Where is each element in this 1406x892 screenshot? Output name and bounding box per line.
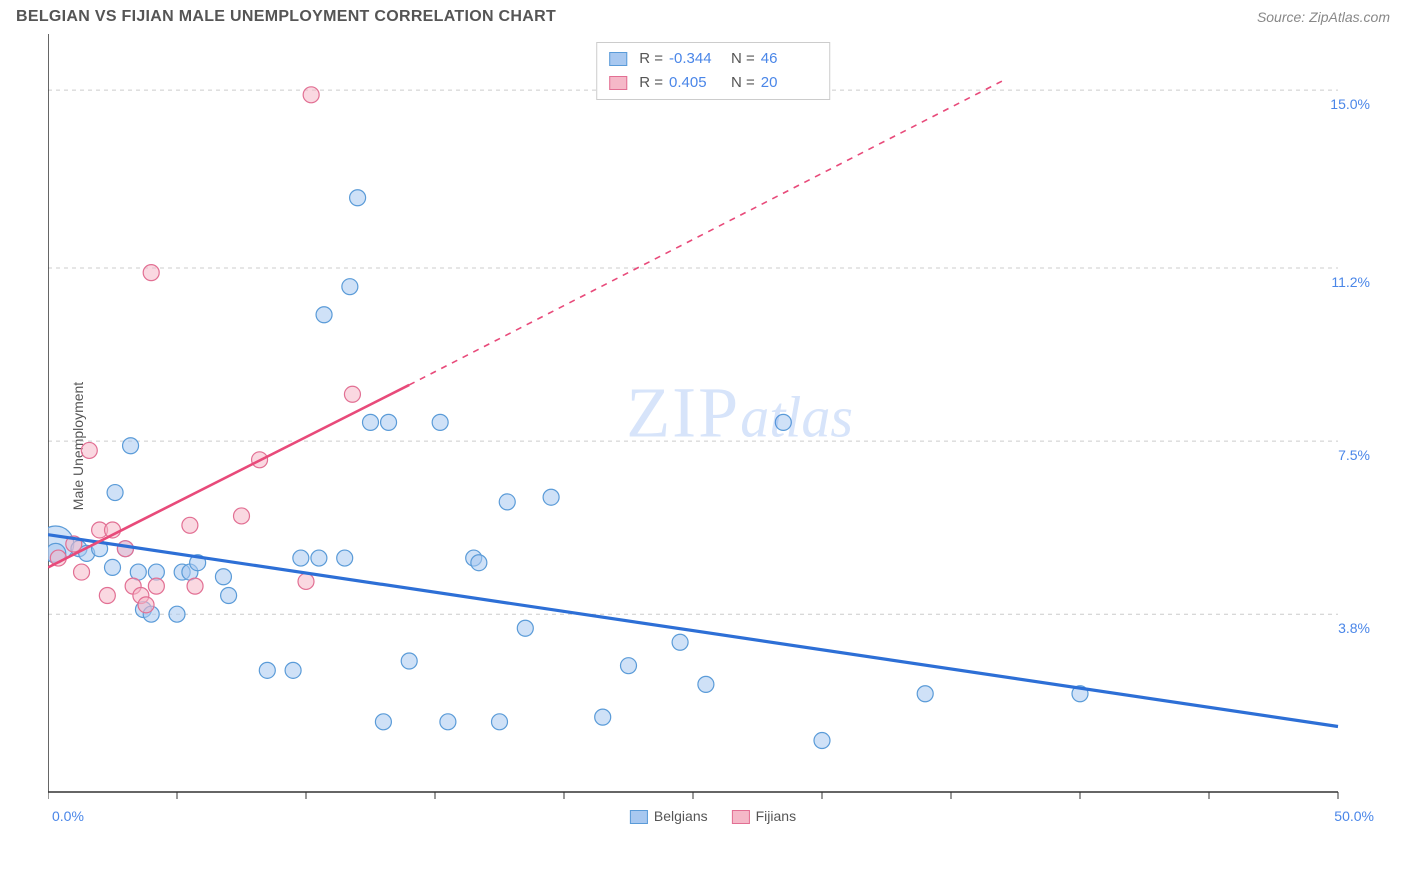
chart-header: BELGIAN VS FIJIAN MALE UNEMPLOYMENT CORR…	[0, 0, 1406, 30]
legend-swatch	[630, 810, 648, 824]
stats-r-label: R =	[639, 47, 663, 71]
chart-title: BELGIAN VS FIJIAN MALE UNEMPLOYMENT CORR…	[16, 8, 556, 26]
stats-n-label: N =	[731, 47, 755, 71]
legend-swatch	[609, 52, 627, 66]
stats-legend: R =-0.344N =46R =0.405N =20	[596, 42, 830, 100]
x-axis-min-label: 0.0%	[52, 808, 84, 824]
y-tick-label: 11.2%	[1331, 274, 1370, 290]
chart-area: ZIPatlas R =-0.344N =46R =0.405N =20 Bel…	[48, 34, 1378, 824]
y-tick-label: 15.0%	[1330, 96, 1370, 112]
chart-svg	[48, 34, 1378, 824]
stats-r-label: R =	[639, 71, 663, 95]
legend-swatch	[732, 810, 750, 824]
stats-n-value: 46	[761, 47, 817, 71]
stats-n-label: N =	[731, 71, 755, 95]
stats-n-value: 20	[761, 71, 817, 95]
bottom-legend: Belgians Fijians	[630, 808, 796, 824]
stats-legend-row: R =-0.344N =46	[609, 47, 817, 71]
legend-swatch	[609, 76, 627, 90]
legend-item: Fijians	[732, 808, 796, 824]
y-tick-label: 3.8%	[1338, 620, 1370, 636]
legend-item: Belgians	[630, 808, 708, 824]
x-axis-max-label: 50.0%	[1334, 808, 1374, 824]
legend-label: Belgians	[654, 808, 708, 824]
chart-source: Source: ZipAtlas.com	[1257, 9, 1390, 25]
legend-label: Fijians	[756, 808, 796, 824]
stats-legend-row: R =0.405N =20	[609, 71, 817, 95]
y-tick-label: 7.5%	[1338, 447, 1370, 463]
stats-r-value: 0.405	[669, 71, 725, 95]
stats-r-value: -0.344	[669, 47, 725, 71]
